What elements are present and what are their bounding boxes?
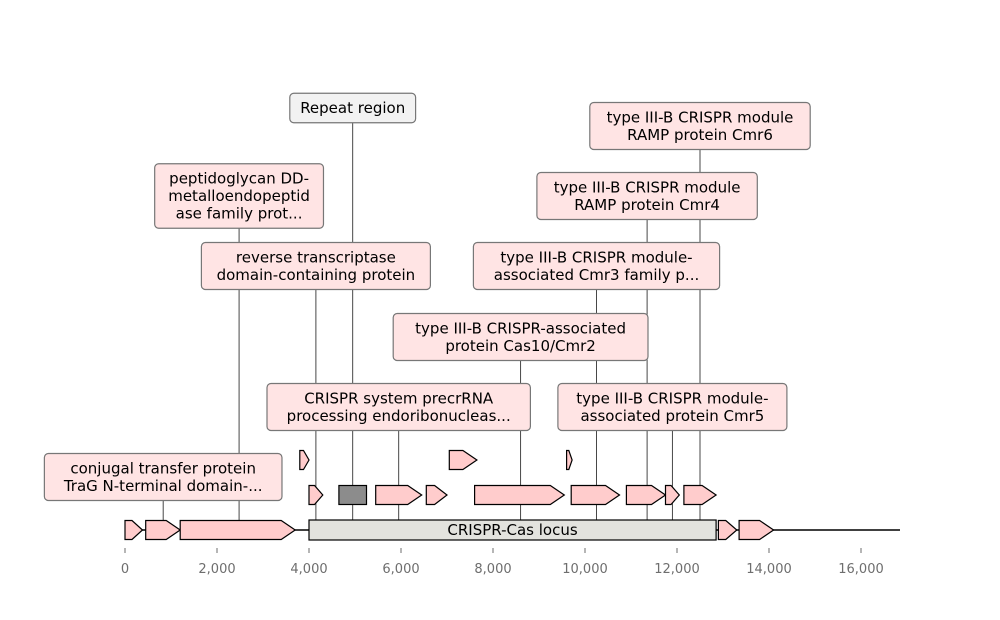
annotation-text: type III-B CRISPR module: [607, 108, 794, 126]
annotation-box: [472, 241, 721, 291]
annotation-text: type III-B CRISPR module-: [500, 248, 692, 266]
repeat-region-box: [338, 484, 368, 506]
annotation-text: Repeat region: [300, 99, 405, 117]
tick-label: 2,000: [198, 562, 235, 577]
gene-arrow-17: [566, 449, 573, 471]
annotation-text: domain-containing protein: [217, 266, 416, 284]
tick-label: 6,000: [382, 562, 419, 577]
annotation-text: ase family prot...: [176, 205, 303, 223]
annotation-text: type III-B CRISPR module: [554, 178, 741, 196]
annotation-text: type III-B CRISPR-associated: [415, 319, 626, 337]
annotation-text: conjugal transfer protein: [70, 459, 256, 477]
gene-arrow-2: [145, 519, 182, 541]
gene-arrow-9: [425, 484, 448, 506]
annotation-label-7: type III-B CRISPR module-associated Cmr3…: [472, 241, 721, 291]
x-axis: 0 2,000 4,000 6,000 8,000 10,000 12,000 14,000 1…: [121, 548, 884, 577]
annotation-text: RAMP protein Cmr6: [627, 126, 773, 144]
annotation-box: [266, 382, 531, 432]
gene-arrow-11: [570, 484, 621, 506]
annotation-text: reverse transcriptase: [236, 248, 396, 266]
annotation-box: [200, 241, 431, 291]
gene-arrow-16: [448, 449, 478, 471]
annotation-box: [557, 382, 788, 432]
gene-arrow-1: [124, 519, 144, 541]
annotation-box: [392, 312, 649, 362]
gene-arrow-13: [664, 484, 681, 506]
gene-arrow-8: [375, 484, 423, 506]
annotation-text: protein Cas10/Cmr2: [445, 337, 596, 355]
annotation-box: [154, 163, 325, 229]
tick-label: 4,000: [290, 562, 327, 577]
tick-label: 0: [121, 562, 129, 577]
tick-label: 14,000: [746, 562, 792, 577]
annotation-text: TraG N-terminal domain-...: [63, 477, 263, 495]
annotation-text: CRISPR system precrRNA: [304, 389, 494, 407]
annotation-text: peptidoglycan DD-: [169, 170, 309, 188]
tick-label: 16,000: [838, 562, 884, 577]
gene-arrow-14: [683, 484, 718, 506]
gene-arrow-15: [299, 449, 310, 471]
tick-label: 8,000: [474, 562, 511, 577]
annotation-label-4: Repeat region: [289, 92, 417, 124]
annotation-text: associated Cmr3 family p...: [494, 266, 699, 284]
crispr-cas-locus: CRISPR-Cas locus: [308, 519, 717, 541]
gene-arrow-6: [308, 484, 324, 506]
annotation-text: metalloendopeptid: [168, 187, 310, 205]
annotation-box: [536, 171, 758, 221]
annotation-text: RAMP protein Cmr4: [574, 196, 720, 214]
annotation-box: [43, 452, 283, 502]
gene-arrow-12: [625, 484, 667, 506]
tick-label: 12,000: [654, 562, 700, 577]
annotation-label-10: type III-B CRISPR module-associated prot…: [557, 382, 788, 432]
annotation-text: type III-B CRISPR module-: [576, 389, 768, 407]
tick-label: 10,000: [562, 562, 608, 577]
locus-label: CRISPR-Cas locus: [447, 521, 577, 539]
annotation-text: processing endoribonucleas...: [287, 407, 511, 425]
annotation-box: [589, 101, 811, 151]
locus-box: [308, 519, 717, 541]
gene-arrow-3: [179, 519, 297, 541]
gene-arrow-10: [474, 484, 566, 506]
feature-arrows: [124, 449, 775, 541]
annotation-text: associated protein Cmr5: [580, 407, 764, 425]
gene-arrow-5: [738, 519, 775, 541]
annotation-box: [289, 92, 417, 124]
gene-arrow-4: [717, 519, 738, 541]
